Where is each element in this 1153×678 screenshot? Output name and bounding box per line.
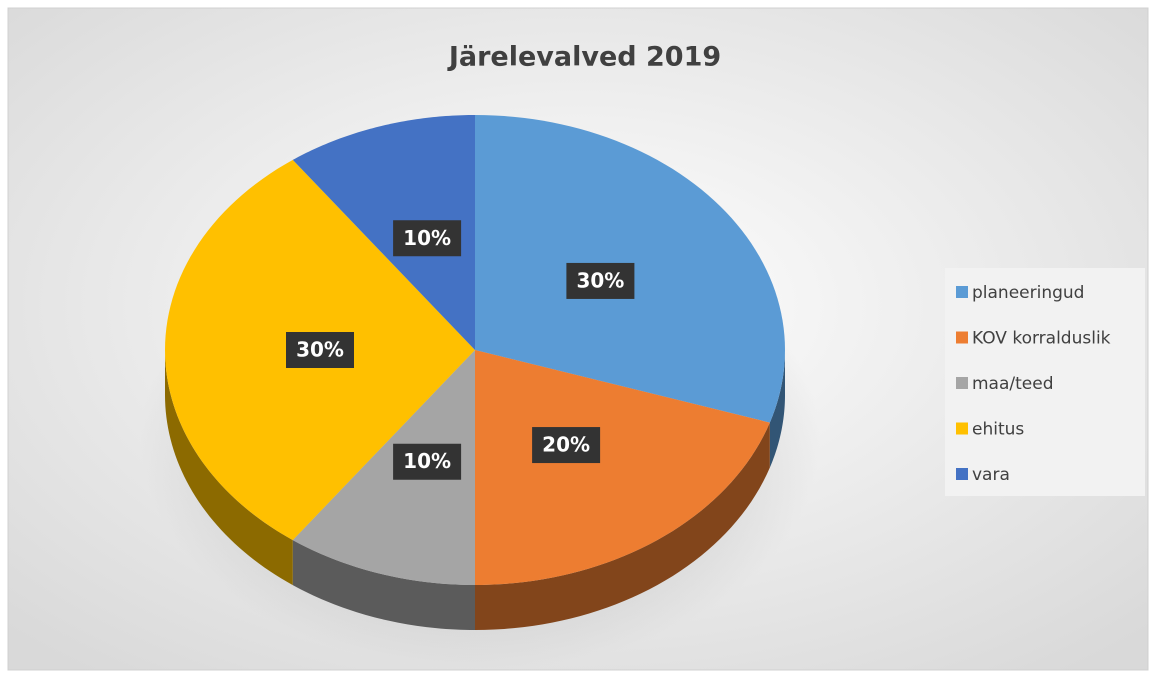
slice	[292, 350, 475, 585]
legend-swatch	[956, 286, 968, 298]
legend-swatch	[956, 377, 968, 389]
slice-side	[165, 350, 293, 586]
data-label-box	[566, 262, 635, 299]
data-label-box	[532, 427, 601, 464]
legend-label: vara	[972, 465, 1010, 485]
slice-side	[292, 540, 475, 630]
data-label-box	[286, 332, 354, 368]
legend-label: planeeringud	[972, 283, 1084, 303]
legend-swatch	[956, 468, 968, 480]
legend-label: maa/teed	[972, 374, 1054, 394]
slice	[475, 350, 770, 585]
data-label: 10%	[403, 449, 451, 473]
data-label: 20%	[542, 433, 590, 457]
legend	[945, 268, 1145, 496]
chart-title: Järelevalved 2019	[447, 42, 721, 73]
data-label: 30%	[576, 268, 624, 292]
data-label-box	[393, 220, 462, 257]
data-label-box	[393, 443, 462, 480]
slice-side	[475, 422, 770, 630]
data-label: 30%	[296, 338, 344, 362]
slice-side	[769, 350, 785, 468]
legend-swatch	[956, 331, 968, 344]
legend-label: KOV korralduslik	[972, 329, 1111, 349]
slice	[292, 115, 475, 350]
legend-label: ehitus	[972, 420, 1024, 440]
legend-swatch	[956, 422, 968, 435]
data-label: 10%	[403, 226, 451, 250]
